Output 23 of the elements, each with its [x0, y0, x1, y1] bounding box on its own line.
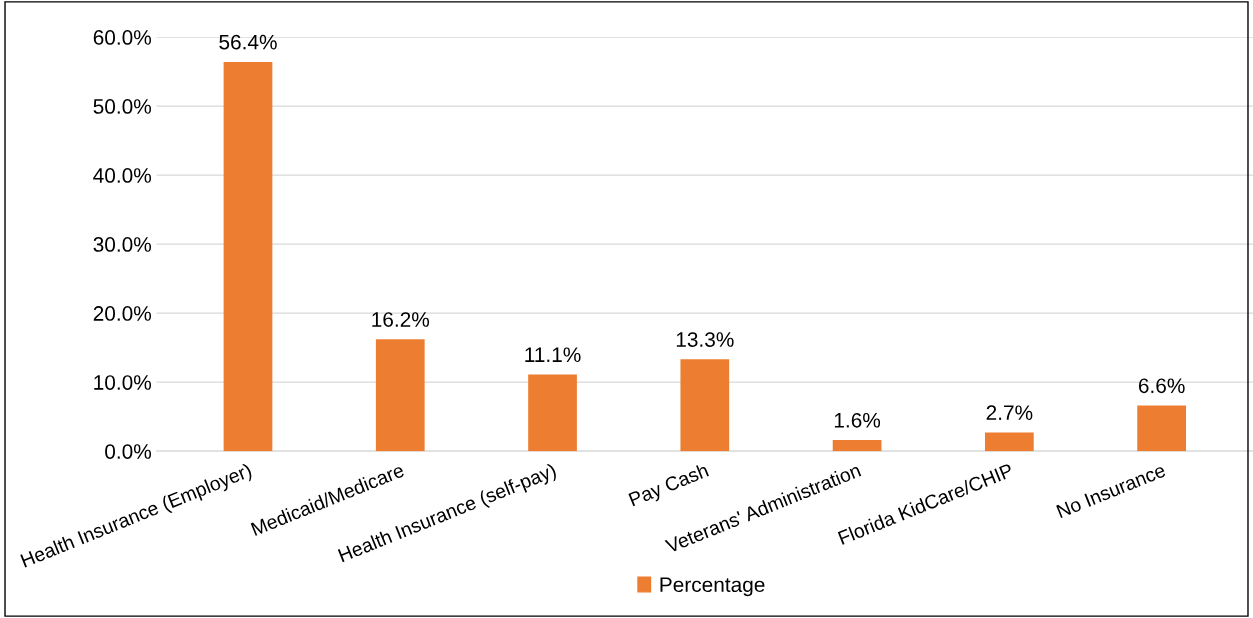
bar: [1137, 405, 1186, 452]
bar: [985, 432, 1034, 452]
text: 11.1%: [525, 347, 581, 363]
text: 13.3%: [676, 332, 734, 347]
text: 16.2%: [372, 312, 430, 327]
bar: [223, 61, 273, 452]
text: 2.7%: [986, 405, 1033, 420]
y-tick-label: 20.0%: [93, 306, 152, 321]
y-tick-label: 10.0%: [94, 375, 152, 390]
bar: [528, 374, 577, 452]
text: 1.6%: [834, 412, 881, 428]
legend-label: Percentage: [660, 577, 765, 597]
y-tick-label: 40.0%: [93, 168, 152, 183]
y-tick-label: 50.0%: [93, 99, 152, 114]
y-tick-label: 0.0%: [105, 444, 152, 459]
bar: [832, 440, 882, 452]
y-tick-label: 30.0%: [93, 237, 152, 252]
text: 56.4%: [219, 34, 277, 50]
y-tick-label: 60.0%: [93, 30, 152, 45]
bar: [375, 339, 425, 452]
x-tick-label: Pay Cash: [628, 462, 711, 511]
text: 6.6%: [1138, 378, 1185, 394]
bar: [680, 359, 730, 452]
